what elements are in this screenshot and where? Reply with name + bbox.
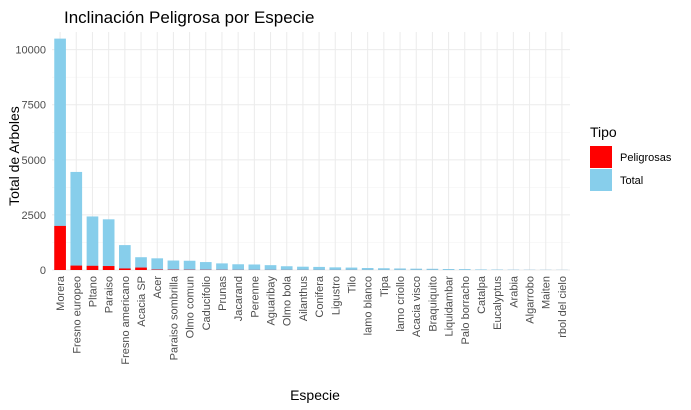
x-tick-label: Catalpa [476,275,488,314]
bar-total [135,257,147,270]
x-tick-label: Paraiso sombrilla [168,275,180,360]
bar-total [183,260,196,270]
y-axis-title: Total de Arboles [6,106,22,206]
bar-total [216,263,228,270]
x-tick-label: Ligustro [330,276,342,315]
bar-peligrosas [54,225,66,270]
x-tick-label: Olmo comun [185,276,197,338]
x-tick-label: Morera [55,275,67,311]
bar-peligrosas [119,268,131,270]
x-tick-label: Pltano [87,276,99,307]
x-tick-label: Conifera [314,275,326,317]
x-tick-label: Fresno europeo [71,276,83,354]
bars [54,38,568,270]
bar-total [345,267,358,270]
x-tick-label: Algarrobo [525,276,537,324]
legend-label-peligrosas: Peligrosas [620,152,672,164]
chart-title: Inclinación Peligrosa por Especie [64,8,314,27]
x-tick-label: rbol del cielo [557,276,569,338]
bar-total [442,269,455,270]
legend-title: Tipo [590,124,617,140]
bar-total [394,268,406,270]
bar-total [70,171,83,270]
legend-swatch-total [590,169,612,191]
bar-peligrosas [70,265,83,270]
x-tick-label: Caducifolio [201,276,213,330]
bar-total [167,260,180,270]
x-axis: Morera Fresno europeo Pltano Paraiso Fresno … [55,275,569,365]
x-tick-label: Ailanthus [298,276,310,322]
y-axis: 0 2500 5000 7500 10000 [15,45,46,277]
bar-total [378,268,390,270]
x-tick-label: Fresno americano [120,276,132,365]
x-tick-label: Tilo [346,276,358,293]
x-tick-label: Acacia visco [411,276,423,337]
bar-total [151,258,164,270]
legend: Tipo Peligrosas Total [590,124,672,191]
bar-total [297,266,309,270]
x-tick-label: Prunas [217,276,229,311]
bar-total [54,38,66,270]
x-tick-label: Liquidambar [444,276,456,337]
x-tick-label: Tipa [379,275,391,297]
x-tick-label: Arabia [508,275,520,308]
x-tick-label: Jacarand [233,276,245,321]
x-tick-label: Acer [152,276,164,299]
bar-total [458,269,471,270]
legend-label-total: Total [620,175,643,187]
y-tick-label: 5000 [22,155,46,167]
bar-total [426,268,439,270]
bar-total [361,268,374,270]
bar-total [86,216,99,270]
bar-total [248,264,261,270]
bar-total [199,262,212,270]
bar-total [264,265,277,270]
bar-total [280,266,293,270]
x-tick-label: lamo blanco [363,276,375,335]
x-axis-title: Especie [290,387,340,403]
bar-peligrosas [102,266,115,270]
x-tick-label: Perenne [249,276,261,318]
bar-total [313,266,325,270]
x-tick-label: Olmo bola [282,275,294,326]
y-tick-label: 0 [40,265,46,277]
bar-total [475,269,487,270]
x-tick-label: Acacia SP [136,276,148,327]
x-tick-label: lamo criollo [395,276,407,332]
bar-peligrosas [135,267,147,270]
y-tick-label: 2500 [22,210,46,222]
bar-peligrosas [86,265,99,270]
grid [52,32,570,271]
x-tick-label: Aguaribay [266,276,278,326]
x-tick-label: Eucalyptus [492,276,504,330]
bar-total [232,264,244,270]
x-tick-label: Braquiquito [427,276,439,332]
bar-total [410,268,423,270]
bar-total [329,267,342,270]
legend-swatch-peligrosas [590,146,612,168]
y-tick-label: 7500 [22,100,46,112]
y-tick-label: 10000 [15,45,46,57]
bar-total [119,245,131,270]
bar-total [102,219,115,270]
x-tick-label: Palo borracho [460,276,472,345]
x-tick-label: Paraiso [104,276,116,313]
x-tick-label: Maiten [541,276,553,309]
